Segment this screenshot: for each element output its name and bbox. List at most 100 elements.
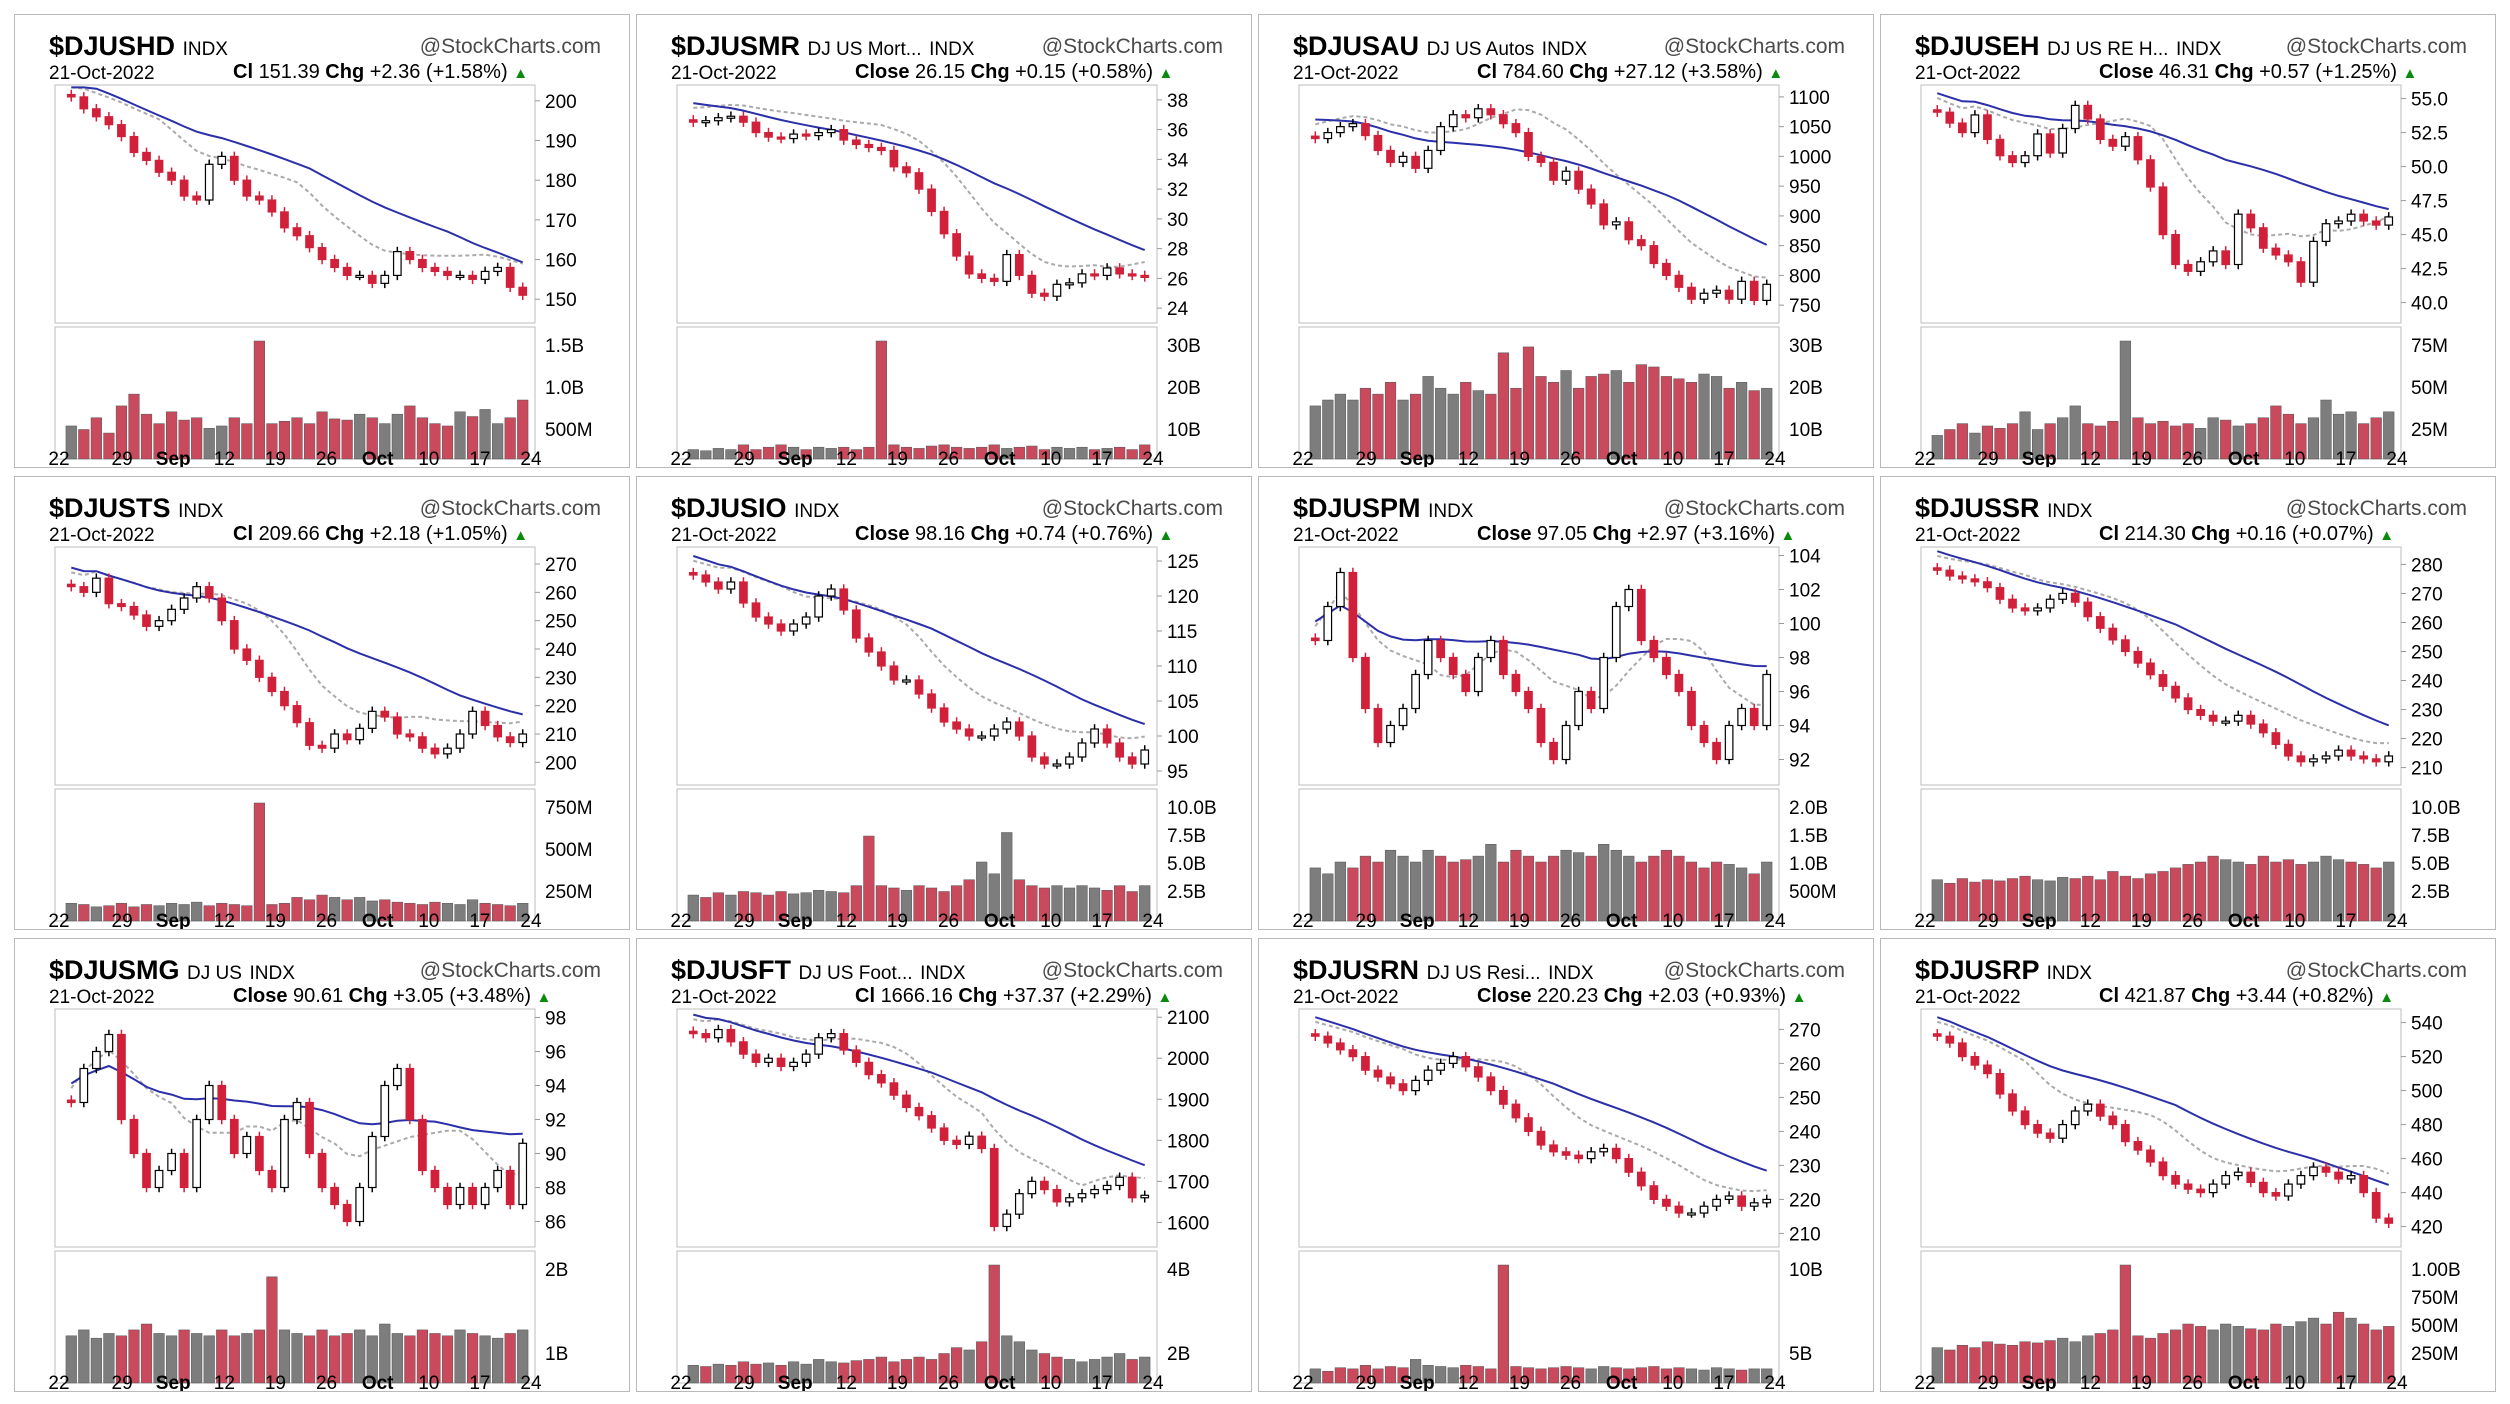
y-tick-label: 102 — [1789, 581, 1821, 602]
candle-body — [1983, 114, 1992, 140]
brand-label: @StockCharts.com — [1664, 959, 1845, 983]
volume-bar — [1956, 1344, 1968, 1384]
volume-bar — [2370, 867, 2382, 922]
volume-bar — [90, 417, 102, 460]
y-tick-label: 210 — [545, 725, 577, 746]
candle-body — [2108, 1115, 2118, 1126]
candle-body — [1983, 581, 1992, 589]
chart-panel: $DJUSMR DJ US Mort... INDX @StockCharts.c… — [636, 14, 1252, 468]
candle-body — [1448, 1055, 1458, 1064]
candle-body — [1749, 1202, 1759, 1207]
volume-bar — [166, 411, 178, 460]
candle-body — [1636, 239, 1646, 247]
candle-body — [1423, 639, 1433, 676]
x-tick-label: Oct — [1606, 911, 1638, 930]
volume-bar — [1309, 867, 1321, 922]
volume-bar — [1497, 352, 1509, 460]
volume-bar — [2169, 425, 2182, 460]
chart-svg: 200 190 180 170 160 150 1.5B 1.0B 500M 22 29 Sep 12 1… — [48, 84, 593, 467]
y-tick-label: 200 — [545, 753, 577, 774]
volume-tick-label: 1B — [545, 1344, 568, 1365]
candle-body — [801, 616, 811, 625]
close-value: 784.60 — [1502, 61, 1564, 83]
candle-body — [405, 733, 415, 738]
candle-body — [330, 258, 339, 269]
exchange-label: INDX — [794, 501, 840, 522]
volume-bar — [750, 892, 762, 922]
x-tick-label: Oct — [1606, 1373, 1638, 1392]
volume-bar — [875, 340, 887, 460]
ma-mid-line — [71, 86, 524, 264]
volume-bar — [775, 1365, 787, 1384]
candle-body — [1970, 114, 1980, 134]
candle-body — [2271, 1192, 2281, 1197]
x-tick-label: 22 — [1914, 449, 1935, 468]
index-name: DJ US Foot... — [798, 963, 913, 984]
candle-body — [864, 637, 874, 653]
volume-bar — [1101, 890, 1113, 922]
volume-bar — [913, 448, 925, 460]
date-label: 21-Oct-2022 — [1293, 525, 1399, 547]
up-arrow-icon: ▲ — [1158, 65, 1174, 82]
candle-body — [1995, 1073, 2005, 1095]
symbol-label: $DJUSSR INDX — [1915, 493, 2092, 524]
candle-body — [764, 616, 773, 625]
candle-body — [1323, 1035, 1333, 1044]
candle-body — [142, 151, 151, 161]
chart-header: $DJUSEH DJ US RE H... INDX @StockCharts.c… — [1889, 19, 2489, 84]
candle-body — [989, 277, 999, 282]
close-label: Close — [233, 985, 288, 1007]
quote-line: Close 220.23 Chg +2.03 (+0.93%) ▲ — [1477, 985, 1807, 1008]
y-tick-label: 260 — [545, 583, 577, 604]
candle-body — [1052, 1188, 1062, 1203]
candle-body — [2346, 213, 2356, 222]
volume-tick-label: 7.5B — [1167, 826, 1206, 847]
chart-panel: $DJUSFT DJ US Foot... INDX @StockCharts.c… — [636, 938, 1252, 1392]
volume-bar — [1101, 1356, 1113, 1384]
x-tick-label: 22 — [670, 911, 691, 930]
volume-bar — [278, 420, 291, 460]
candle-body — [1662, 262, 1671, 276]
candle-body — [179, 1152, 189, 1189]
candle-body — [204, 586, 214, 599]
date-label: 21-Oct-2022 — [1915, 525, 2021, 547]
up-arrow-icon: ▲ — [2379, 989, 2395, 1006]
date-label: 21-Oct-2022 — [49, 63, 155, 85]
candle-body — [1140, 274, 1150, 278]
brand-label: @StockCharts.com — [1664, 497, 1845, 521]
candle-body — [1712, 289, 1721, 294]
candle-body — [380, 1084, 390, 1138]
y-tick-label: 96 — [1789, 683, 1810, 704]
x-tick-label: 12 — [836, 1373, 857, 1392]
volume-bar — [2245, 864, 2257, 922]
volume-bar — [1761, 1368, 1773, 1384]
y-tick-label: 45.0 — [2411, 226, 2448, 247]
candle-body — [1335, 571, 1345, 608]
volume-bar — [2006, 878, 2019, 922]
volume-bar — [479, 409, 491, 460]
date-label: 21-Oct-2022 — [49, 987, 155, 1009]
candle-body — [79, 96, 89, 110]
volume-bar — [1013, 879, 1025, 922]
candle-body — [204, 1084, 214, 1121]
volume-bar — [291, 417, 303, 460]
volume-bar — [479, 903, 491, 922]
candle-body — [1611, 605, 1621, 659]
x-tick-label: 26 — [2182, 911, 2203, 930]
y-tick-label: 200 — [545, 92, 577, 113]
brand-text: @StockCharts.com — [1041, 497, 1223, 520]
y-tick-label: 480 — [2411, 1116, 2443, 1137]
candle-body — [1957, 575, 1967, 580]
y-tick-label: 540 — [2411, 1014, 2443, 1035]
candle-body — [1140, 1194, 1150, 1199]
volume-bar — [938, 891, 950, 922]
x-tick-label: Oct — [2228, 911, 2260, 930]
volume-bar — [2295, 864, 2307, 922]
x-tick-label: 24 — [1142, 449, 1164, 468]
candle-body — [179, 597, 189, 610]
candle-body — [1574, 170, 1583, 190]
candle-body — [952, 233, 961, 257]
volume-bar — [800, 1363, 812, 1384]
candle-body — [2070, 1110, 2080, 1126]
candle-body — [380, 710, 390, 718]
